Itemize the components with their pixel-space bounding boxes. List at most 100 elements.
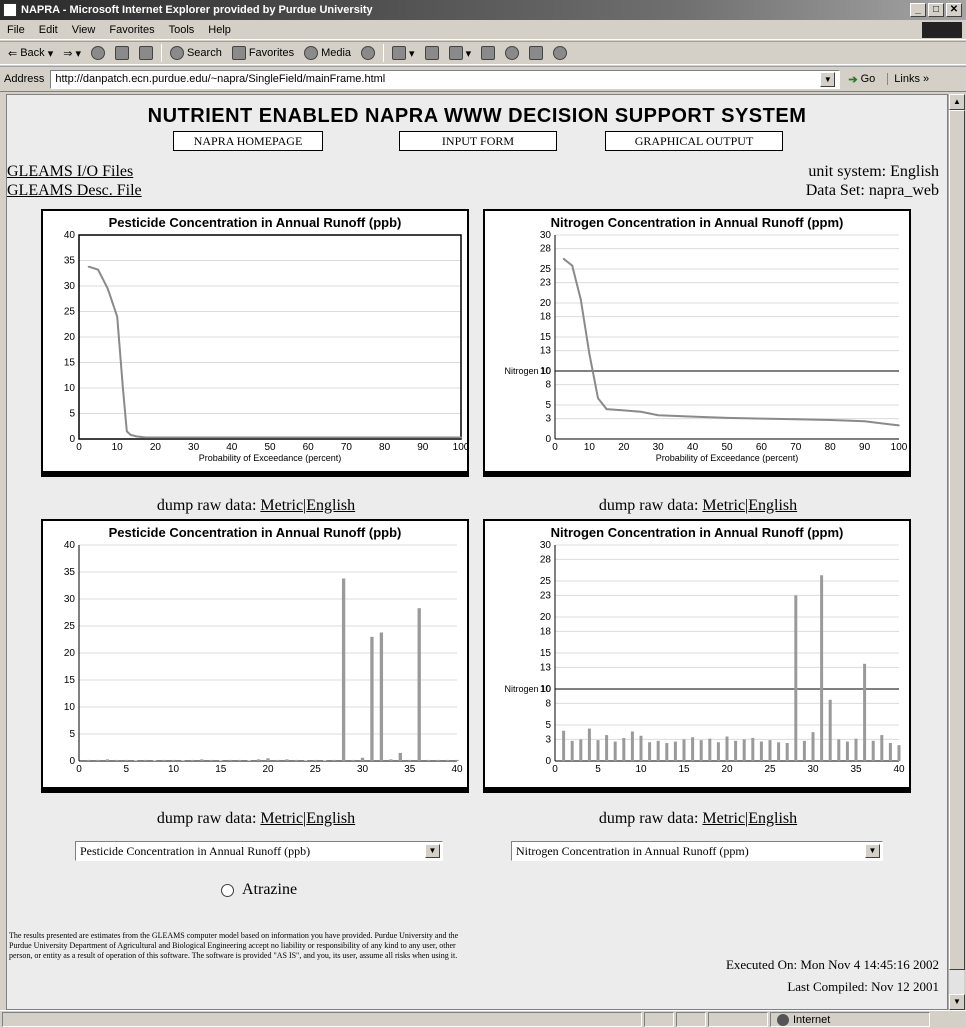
menu-view[interactable]: View	[71, 23, 96, 36]
menu-tools[interactable]: Tools	[168, 23, 195, 36]
data-bar	[708, 738, 712, 761]
data-bar	[656, 740, 660, 761]
y-tick-label: 3	[545, 414, 551, 425]
menu-edit[interactable]: Edit	[38, 23, 58, 36]
history-button[interactable]	[356, 46, 380, 60]
chevron-down-icon[interactable]: ▼	[865, 844, 880, 858]
data-point	[106, 287, 109, 290]
chevron-down-icon[interactable]: ▼	[425, 844, 440, 858]
data-bar	[143, 759, 147, 761]
address-url: http://danpatch.ecn.purdue.edu/~napra/Si…	[55, 73, 386, 85]
media-button[interactable]: Media	[299, 46, 356, 60]
x-tick-label: 0	[76, 764, 82, 775]
input-form-button[interactable]: INPUT FORM	[399, 131, 557, 151]
chart-title: Nitrogen Concentration in Annual Runoff …	[551, 215, 844, 230]
nitrogen-output-select[interactable]: Nitrogen Concentration in Annual Runoff …	[511, 841, 883, 861]
x-tick-label: 5	[595, 764, 601, 775]
data-point	[154, 436, 157, 439]
x-tick-label: 70	[790, 442, 802, 453]
contacts-button[interactable]	[548, 46, 572, 60]
maximize-button[interactable]: □	[928, 3, 944, 17]
stop-button[interactable]	[86, 46, 110, 60]
x-tick-label: 0	[76, 442, 82, 453]
dump-raw-data-row-2: dump raw data: Metric|English	[598, 497, 798, 514]
metric-link[interactable]: Metric	[260, 497, 304, 514]
links-button[interactable]: Links »	[887, 73, 929, 85]
y-tick-label: 15	[64, 358, 76, 369]
research-button[interactable]	[524, 46, 548, 60]
y-tick-label: 40	[64, 230, 76, 241]
pesticide-output-select[interactable]: Pesticide Concentration in Annual Runoff…	[75, 841, 443, 861]
messenger-button[interactable]	[500, 46, 524, 60]
refresh-button[interactable]	[110, 46, 134, 60]
x-tick-label: 30	[653, 442, 665, 453]
y-tick-label: 30	[64, 594, 76, 605]
nitrogen-exceedance-chart: Nitrogen Concentration in Annual Runoff …	[483, 209, 911, 477]
gleams-io-files-link[interactable]: GLEAMS I/O Files	[7, 163, 134, 180]
y-tick-label: 15	[540, 332, 552, 343]
data-bar	[124, 759, 128, 761]
y-tick-label: 20	[64, 332, 76, 343]
data-bar	[845, 741, 849, 761]
plot-frame	[78, 234, 462, 440]
y-tick-label: 20	[540, 298, 552, 309]
data-bar	[256, 759, 261, 761]
back-button[interactable]: ⇐ Back ▾	[8, 47, 54, 60]
scroll-up-icon[interactable]: ▲	[949, 94, 965, 110]
menu-favorites[interactable]: Favorites	[109, 23, 155, 36]
mail-icon	[392, 46, 407, 60]
x-tick-label: 80	[379, 442, 391, 453]
data-bar	[455, 759, 459, 761]
data-point	[795, 418, 797, 421]
data-point	[597, 397, 599, 399]
data-bar	[897, 745, 901, 761]
english-link[interactable]: English	[306, 497, 356, 514]
data-bar	[285, 759, 289, 761]
menu-help[interactable]: Help	[208, 23, 231, 36]
english-link[interactable]: English	[748, 810, 798, 827]
address-dropdown-icon[interactable]: ▼	[820, 71, 836, 87]
atrazine-radio[interactable]	[221, 883, 234, 897]
data-bar	[360, 757, 365, 761]
minimize-button[interactable]: _	[910, 3, 926, 17]
data-bar	[699, 740, 703, 761]
napra-homepage-button[interactable]: NAPRA HOMEPAGE	[173, 131, 323, 151]
print-button[interactable]	[420, 46, 444, 60]
data-point	[122, 387, 124, 389]
data-point	[125, 430, 128, 433]
x-tick-label: 50	[721, 442, 733, 453]
close-button[interactable]: ✕	[946, 3, 962, 17]
metric-link[interactable]: Metric	[702, 497, 746, 514]
home-button[interactable]	[134, 46, 158, 60]
executed-on: Executed On: Mon Nov 4 14:45:16 2002	[725, 957, 939, 972]
dump-raw-data-row-4: dump raw data: Metric|English	[598, 810, 798, 827]
menu-file[interactable]: File	[7, 23, 25, 36]
english-link[interactable]: English	[306, 810, 356, 827]
graphical-output-button[interactable]: GRAPHICAL OUTPUT	[605, 131, 783, 151]
gleams-desc-file-link[interactable]: GLEAMS Desc. File	[7, 182, 142, 199]
go-button[interactable]: ➔ Go	[848, 73, 876, 86]
address-input[interactable]: http://danpatch.ecn.purdue.edu/~napra/Si…	[50, 69, 841, 89]
data-point	[863, 420, 866, 423]
forward-button[interactable]: ⇒ ▾	[63, 47, 81, 60]
edit-button[interactable]: ▾	[444, 46, 477, 60]
data-bar	[802, 740, 806, 761]
go-arrow-icon: ➔	[848, 73, 858, 86]
scroll-down-icon[interactable]: ▼	[949, 994, 965, 1010]
english-link[interactable]: English	[748, 497, 798, 514]
vertical-scrollbar[interactable]: ▲ ▼	[948, 94, 965, 1010]
atrazine-option[interactable]: Atrazine	[221, 881, 297, 899]
search-button[interactable]: Search	[165, 46, 227, 60]
metric-link[interactable]: Metric	[260, 810, 304, 827]
discuss-button[interactable]	[476, 46, 500, 60]
favorites-button[interactable]: Favorites	[227, 46, 299, 60]
chart-title: Pesticide Concentration in Annual Runoff…	[109, 215, 402, 230]
data-bar	[379, 632, 384, 761]
mail-button[interactable]: ▾	[387, 46, 420, 60]
y-tick-label: 13	[540, 346, 552, 357]
metric-link[interactable]: Metric	[702, 810, 746, 827]
data-bar	[751, 737, 755, 761]
research-icon	[529, 46, 544, 60]
scroll-thumb[interactable]	[949, 110, 965, 970]
data-point	[657, 414, 659, 416]
